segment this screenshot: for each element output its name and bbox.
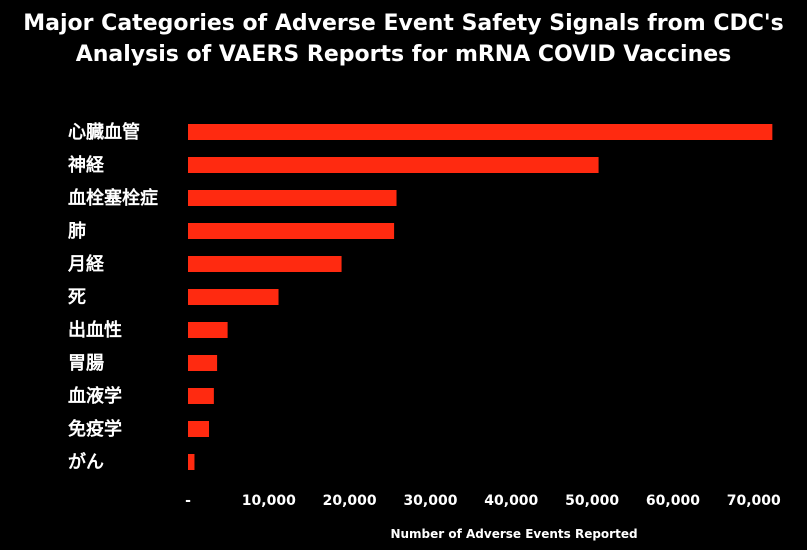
category-label-8: 胃腸: [68, 353, 104, 374]
x-tick-label-1: -: [185, 493, 191, 509]
x-tick-label-2: 10,000: [242, 493, 296, 509]
bar-4: [188, 223, 395, 239]
chart-title-line-1: Major Categories of Adverse Event Safety…: [23, 11, 784, 36]
category-label-2: 神経: [68, 154, 105, 176]
category-label-3: 血栓塞栓症: [68, 187, 158, 209]
category-label-5: 月経: [67, 253, 105, 275]
x-tick-label-3: 20,000: [323, 493, 377, 509]
category-label-1: 心臓血管: [68, 121, 140, 143]
chart-title-line-2: Analysis of VAERS Reports for mRNA COVID…: [75, 42, 732, 67]
x-axis-title: Number of Adverse Events Reported: [390, 527, 637, 541]
chart-title: Major Categories of Adverse Event Safety…: [0, 8, 807, 70]
bar-8: [188, 355, 218, 371]
bar-3: [188, 190, 397, 206]
x-tick-label-6: 50,000: [565, 493, 619, 509]
x-tick-label-8: 70,000: [727, 493, 781, 509]
bar-2: [188, 157, 599, 173]
bar-11: [188, 454, 195, 470]
bar-9: [188, 388, 214, 404]
x-tick-label-7: 60,000: [646, 493, 700, 509]
bars-layer: [188, 124, 773, 470]
category-label-11: がん: [68, 451, 104, 473]
bar-6: [188, 289, 279, 305]
category-label-4: 肺: [68, 221, 86, 242]
category-label-9: 血液学: [68, 385, 122, 407]
x-tick-label-5: 40,000: [484, 493, 538, 509]
x-tick-label-4: 30,000: [403, 493, 457, 509]
x-axis-ticks: - 10,000 20,000 30,000 40,000 50,000 60,000 70,…: [185, 493, 781, 509]
bar-10: [188, 421, 210, 437]
category-label-10: 免疫学: [68, 418, 122, 440]
category-label-6: 死: [68, 287, 86, 308]
bar-7: [188, 322, 228, 338]
category-label-7: 出血性: [68, 319, 122, 341]
bar-5: [188, 256, 342, 272]
bar-1: [188, 124, 773, 140]
